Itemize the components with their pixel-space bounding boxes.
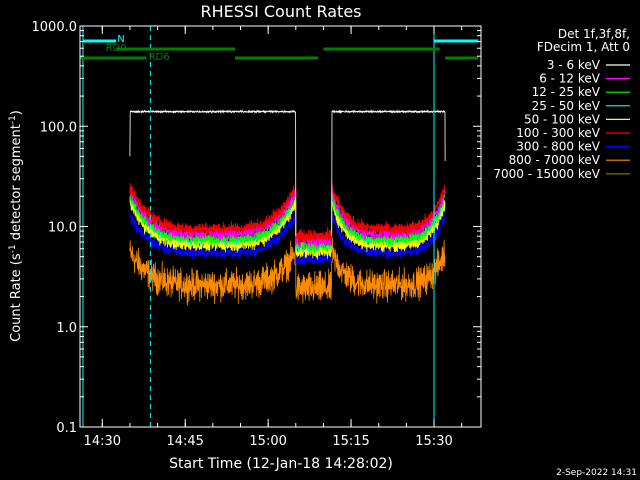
legend-header-decim: FDecim 1, Att 0 — [537, 40, 630, 54]
y-tick-label: 100.0 — [40, 120, 77, 135]
x-axis-label: Start Time (12-Jan-18 14:28:02) — [169, 456, 393, 472]
chart-title: RHESSI Count Rates — [201, 2, 362, 21]
x-tick-label: 14:30 — [84, 434, 121, 449]
legend-entry-label: 100 - 300 keV — [516, 126, 600, 140]
y-axis-label-part1: Count Rate (s — [9, 253, 24, 342]
y-tick-label: 0.1 — [56, 421, 77, 436]
legend-entry-label: 12 - 25 keV — [532, 85, 601, 99]
legend-entry-label: 7000 - 15000 keV — [493, 167, 600, 181]
y-tick-label: 1000.0 — [32, 20, 78, 35]
x-tick-label: 15:00 — [249, 434, 286, 449]
series-line-1 — [129, 189, 446, 250]
rd0-label: RD0 — [106, 43, 127, 54]
legend-entry-label: 25 - 50 keV — [532, 99, 601, 113]
series-line-5 — [129, 182, 446, 246]
y-axis-label-sup1: -1 — [8, 244, 18, 253]
night-label: N — [117, 34, 124, 45]
footer-date: 2-Sep-2022 14:31 — [556, 468, 637, 478]
x-tick-label: 15:30 — [415, 434, 452, 449]
legend-entry-label: 300 - 800 keV — [516, 140, 600, 154]
legend-entry-label: 800 - 7000 keV — [509, 153, 601, 167]
series-line-0 — [129, 109, 446, 237]
legend-entry-label: 50 - 100 keV — [524, 112, 601, 126]
x-tick-label: 15:15 — [332, 434, 369, 449]
rd6-label: RD6 — [149, 52, 170, 63]
legend-header-detectors: Det 1f,3f,8f, — [558, 27, 630, 41]
y-axis-label-sup2: -1 — [8, 115, 18, 124]
y-axis-label-part2: detector segment — [9, 124, 24, 244]
series-line-7 — [129, 237, 446, 306]
y-tick-label: 10.0 — [48, 221, 77, 236]
y-tick-label: 1.0 — [56, 321, 77, 336]
legend-entry-label: 6 - 12 keV — [539, 72, 601, 86]
legend: Det 1f,3f,8f, FDecim 1, Att 0 3 - 6 keV6… — [493, 27, 630, 181]
axes: 1000.0 100.0 10.0 1.0 0.1 14:30 14:45 15:00 15:1… — [32, 20, 482, 449]
y-axis-label: Count Rate (s-1 detector segment-1) — [8, 110, 24, 342]
y-axis-label-part3: ) — [9, 110, 24, 115]
legend-entry-label: 3 - 6 keV — [547, 58, 601, 72]
x-tick-label: 14:45 — [166, 434, 203, 449]
